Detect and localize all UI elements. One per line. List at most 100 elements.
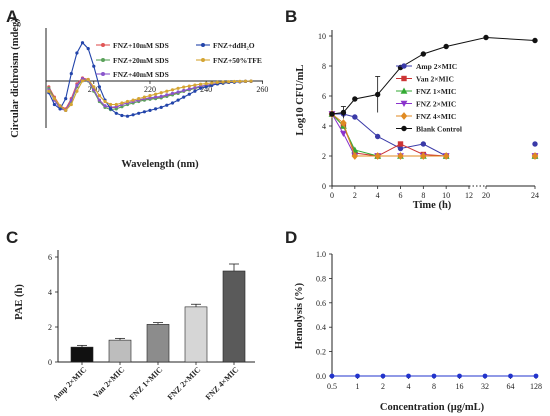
panel-a-point — [227, 80, 231, 84]
panel-b-xtick-label: 24 — [531, 191, 539, 200]
panel-a-legend-label: FNZ+40mM SDS — [113, 70, 169, 79]
panel-d-point — [431, 373, 437, 379]
panel-b-legend-label: Amp 2×MIC — [416, 62, 457, 71]
panel-b-point — [340, 119, 347, 127]
panel-b-legend-label: FNZ 4×MIC — [416, 112, 456, 121]
panel-a-point — [80, 79, 85, 83]
panel-b-ytick-label: 8 — [322, 62, 326, 71]
panel-a-ylabel: Circular dichroism (mdeg) — [10, 18, 21, 138]
panel-d-xtick-label: 128 — [530, 382, 542, 391]
panel-a-point — [187, 87, 191, 91]
panel-a-point — [47, 89, 51, 93]
panel-a-point — [137, 111, 141, 115]
panel-c-ytick-label: 2 — [48, 323, 52, 332]
panel-d-point — [380, 373, 386, 379]
panel-a-point — [199, 82, 203, 86]
panel-c-category-label: Amp 2×MIC — [51, 365, 89, 403]
panel-b-point — [443, 43, 449, 50]
panel-a-point — [182, 95, 186, 99]
panel-d-point — [355, 373, 360, 379]
panel-a-point — [69, 72, 73, 76]
panel-b-xtick-label: 0 — [330, 191, 334, 200]
panel-a-point — [52, 97, 57, 101]
panel-b-legend-marker — [400, 87, 408, 94]
panel-d-ylabel: Hemolysis (%) — [294, 282, 305, 349]
panel-a-point — [131, 98, 135, 102]
panel-a-legend-label: FNZ+50%TFE — [213, 56, 262, 65]
panel-d-point — [329, 373, 335, 379]
panel-a-point — [75, 83, 79, 87]
panel-a-point — [92, 64, 96, 68]
panel-d-ytick-label: 0.8 — [316, 274, 326, 283]
panel-a-legend-marker — [101, 58, 105, 62]
panel-a-point — [199, 86, 203, 90]
panel-d-xtick-label: 1 — [356, 382, 360, 391]
panel-a-point — [159, 91, 163, 95]
panel-a-point — [120, 105, 124, 109]
panel-a-point — [148, 108, 152, 112]
panel-d-ytick-label: 0.6 — [316, 299, 326, 308]
panel-a-xtick-label: 220 — [144, 85, 156, 94]
panel-d-xlabel: Concentration (μg/mL) — [380, 402, 485, 413]
panel-c-category-label: Van 2×MIC — [91, 365, 126, 400]
panel-a-point — [125, 114, 130, 118]
panel-c-bar — [70, 346, 94, 363]
panel-a-point — [238, 79, 242, 83]
panel-a-point — [221, 80, 225, 84]
panel-a-point — [165, 89, 169, 93]
panel-b-legend-marker — [401, 75, 407, 82]
panel-a-point — [114, 111, 118, 115]
panel-b-xtick-label: 12 — [465, 191, 473, 200]
panel-c-category-label: FNZ 1×MIC — [128, 365, 165, 402]
panel-a-point — [182, 85, 186, 89]
panel-a-point — [176, 90, 180, 94]
panel-b-xtick-label: 8 — [421, 191, 425, 200]
panel-a-point — [170, 91, 175, 95]
panel-a-point — [142, 110, 146, 114]
panel-b-legend-label: FNZ 2×MIC — [416, 100, 456, 109]
panel-c-ylabel: PAE (h) — [14, 284, 25, 320]
panel-c-category-label: FNZ 2×MIC — [166, 365, 203, 402]
panel-a-point — [64, 97, 68, 101]
panel-a-point — [210, 83, 214, 87]
panel-d-point — [457, 373, 462, 379]
panel-a-point — [176, 86, 180, 90]
panel-a-point — [64, 108, 68, 112]
panel-d-xtick-label: 8 — [432, 382, 436, 391]
panel-a-legend-marker — [101, 72, 105, 76]
panel-c-category-label: FNZ 4×MIC — [204, 365, 241, 402]
panel-b-point — [397, 145, 404, 152]
panel-b-legend-marker — [401, 125, 407, 132]
panel-b-point — [532, 37, 538, 44]
panel-a-point — [170, 88, 175, 92]
panel-b-legend-marker — [401, 63, 407, 69]
panel-a-point — [159, 105, 163, 109]
panel-b-legend-label: Blank Control — [416, 125, 462, 134]
panel-b-xtick-label: 10 — [442, 191, 450, 200]
panel-a-point — [97, 85, 101, 89]
panel-a-point — [165, 103, 169, 107]
panel-b-ylabel: Log10 CFU/mL — [295, 65, 306, 136]
panel-b-legend-label: FNZ 1×MIC — [416, 87, 456, 96]
panel-b-point — [532, 141, 538, 147]
panel-d-ytick-label: 1.0 — [316, 250, 326, 259]
panel-a-point — [58, 104, 62, 108]
panel-a-point — [148, 94, 152, 98]
panel-b-point — [442, 152, 450, 160]
panel-a-point — [75, 51, 79, 55]
panel-a-point — [114, 107, 118, 111]
panel-c-ytick-label: 0 — [48, 358, 52, 367]
panel-b-ytick-label: 4 — [322, 122, 326, 131]
panel-b-point — [340, 130, 347, 138]
panel-d-point — [482, 373, 488, 379]
panel-a-legend-marker — [101, 43, 105, 47]
panel-a-point — [52, 102, 57, 107]
panel-a-point — [159, 94, 163, 98]
panel-a-point — [92, 85, 96, 89]
panel-a-point — [210, 81, 214, 85]
panel-c-ytick-label: 4 — [48, 288, 52, 297]
panel-a-point — [243, 79, 248, 83]
panel-a-point — [80, 77, 85, 81]
